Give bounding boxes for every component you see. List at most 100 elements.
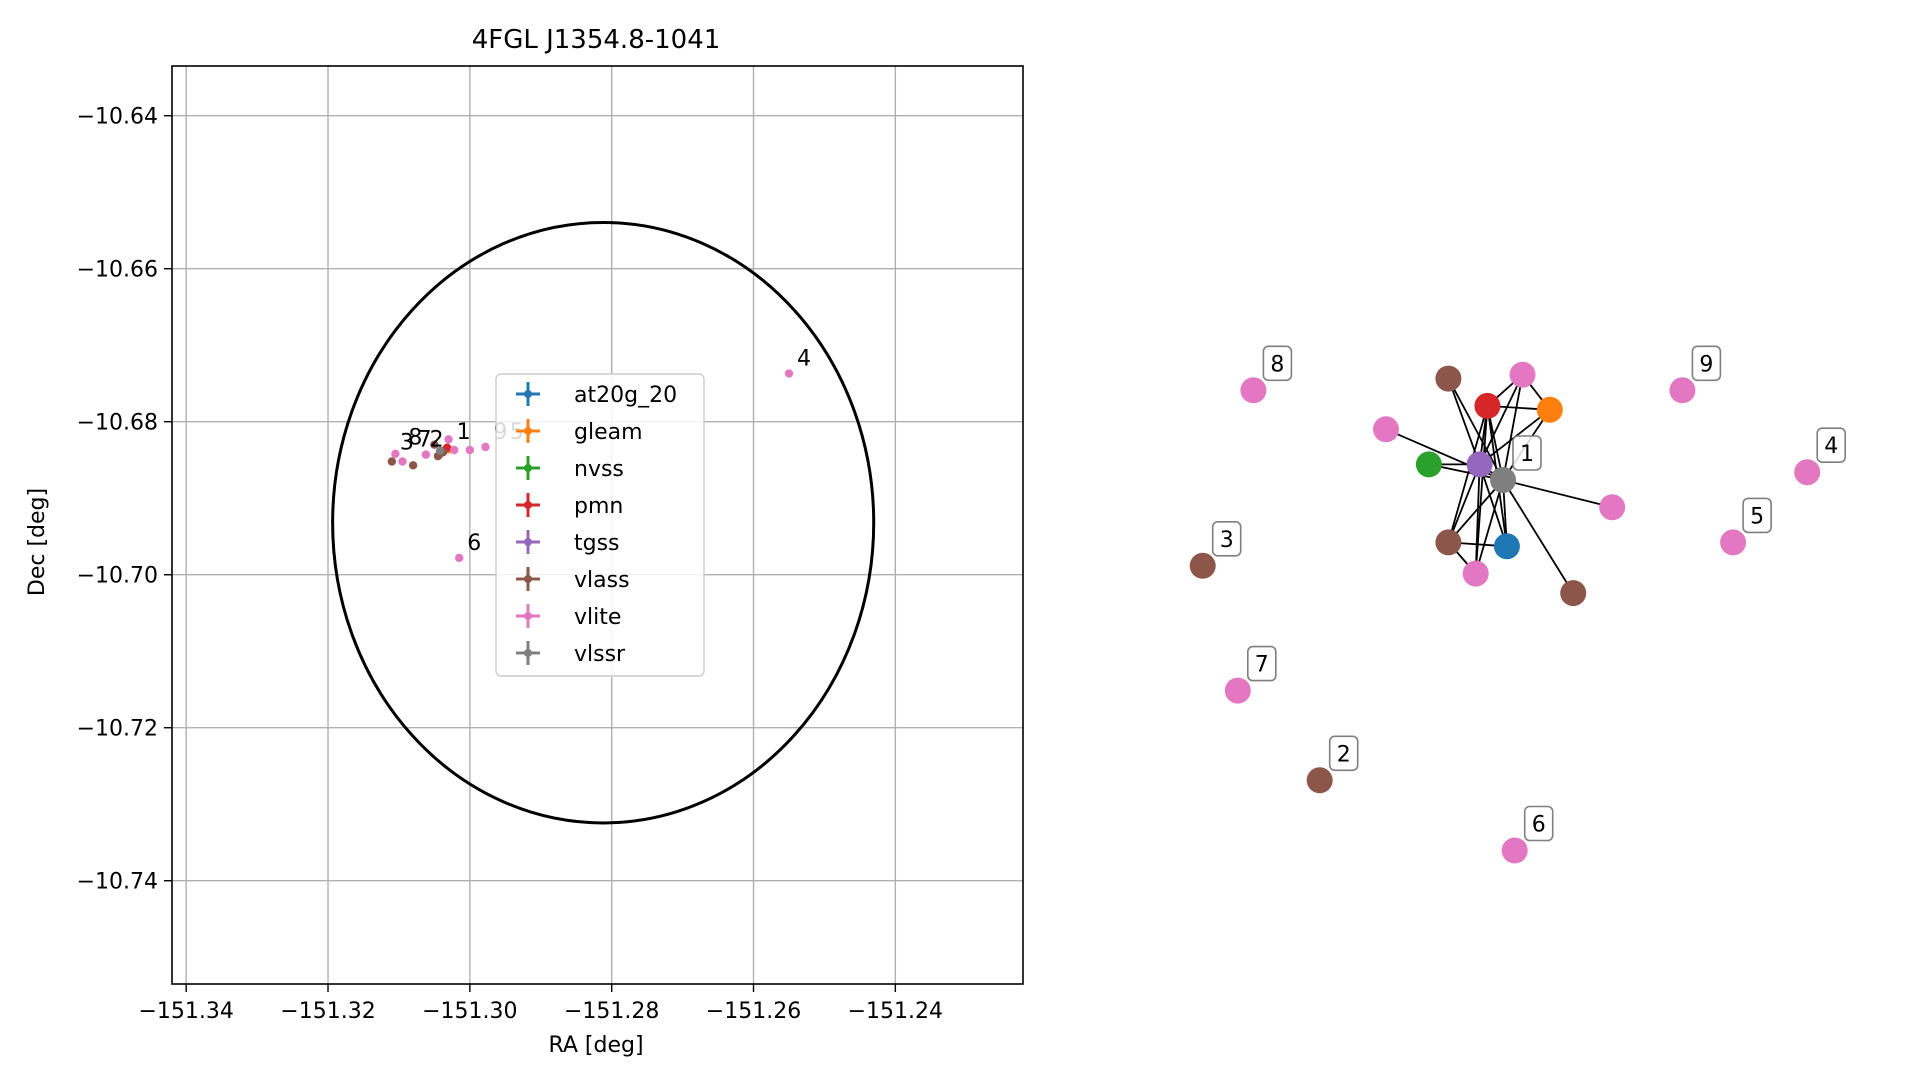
legend-entry-tgss: tgss <box>574 531 620 556</box>
point-vlite <box>398 457 407 466</box>
node-label: 1 <box>1520 442 1534 467</box>
legend-entry-gleam: gleam <box>574 420 643 445</box>
node-label: 6 <box>1532 813 1546 838</box>
node-label-box <box>1816 427 1846 464</box>
node-label-box <box>1328 735 1359 772</box>
network-edge <box>1474 479 1504 574</box>
network-node <box>1466 451 1493 478</box>
x-tick-label: −151.32 <box>280 999 375 1024</box>
legend-marker-pmn <box>524 501 532 509</box>
network-node <box>1794 459 1821 486</box>
legend-entry-vlass: vlass <box>574 568 630 593</box>
legend-marker-gleam <box>524 427 532 435</box>
network-node <box>1509 361 1536 388</box>
network-node <box>1720 529 1747 556</box>
network-edge <box>1502 374 1524 481</box>
node-label-box <box>1691 345 1722 382</box>
y-tick-label: −10.70 <box>77 564 158 589</box>
node-label: 8 <box>1270 352 1284 377</box>
network-node <box>1415 451 1442 478</box>
error-ellipse <box>331 220 876 825</box>
node-label-box <box>1742 497 1772 534</box>
network-edge <box>1478 374 1524 465</box>
network-node <box>1669 377 1696 404</box>
chart-title: 4FGL J1354.8-1041 <box>472 25 721 55</box>
network-nodes <box>1189 361 1821 864</box>
point-annotation: 3 <box>400 431 414 456</box>
node-label-box <box>1247 645 1277 682</box>
network-node <box>1189 552 1216 579</box>
point-annotation: 1 <box>457 420 471 445</box>
y-axis-label: Dec [deg] <box>25 488 50 596</box>
point-vlite <box>421 450 431 459</box>
network-edge <box>1474 405 1489 574</box>
legend-marker-vlite <box>524 612 532 620</box>
y-tick-label: −10.68 <box>77 411 158 436</box>
network-node <box>1435 529 1462 556</box>
node-label-box <box>1523 805 1554 842</box>
network-node <box>1501 837 1528 864</box>
network-node <box>1560 580 1587 607</box>
point-annotation: 7 <box>418 428 432 453</box>
network-node <box>1373 416 1399 443</box>
legend-entry-at20g-20: at20g_20 <box>574 383 677 408</box>
point-vlite <box>450 445 459 455</box>
x-tick-label: −151.28 <box>564 999 659 1024</box>
x-tick-label: −151.30 <box>422 999 517 1024</box>
legend-entry-vlite: vlite <box>574 605 621 630</box>
network-edge <box>1502 479 1574 594</box>
x-tick-label: −151.24 <box>848 999 943 1024</box>
point-annotation: 4 <box>797 347 811 372</box>
node-label: 5 <box>1750 504 1764 529</box>
x-tick-label: −151.26 <box>706 999 801 1024</box>
network-panel: 1 8 9 4 5 3 7 2 6 <box>1189 345 1846 864</box>
network-node <box>1536 396 1563 423</box>
x-axis-label: RA [deg] <box>548 1033 643 1058</box>
node-label: 3 <box>1220 528 1234 553</box>
point-annotation: 6 <box>467 531 481 556</box>
node-label-box <box>1512 435 1542 471</box>
legend-marker-vlass <box>524 575 532 583</box>
y-tick-label: −10.72 <box>77 717 158 742</box>
x-tick-label: −151.34 <box>138 999 233 1024</box>
node-label-box <box>1211 520 1242 557</box>
node-label: 7 <box>1255 653 1269 678</box>
legend-entry-nvss: nvss <box>574 457 624 482</box>
axes-frame <box>171 65 1024 985</box>
y-axis-ticks: −10.64 −10.66 −10.68 −10.70 −10.72 −10.74 <box>77 105 172 895</box>
network-node <box>1474 392 1501 419</box>
y-tick-label: −10.74 <box>77 870 158 895</box>
y-tick-label: −10.66 <box>77 258 158 283</box>
network-node <box>1493 533 1520 560</box>
point-vlass <box>408 461 418 470</box>
network-edge <box>1502 479 1613 509</box>
network-edge <box>1447 479 1504 543</box>
legend-marker-nvss <box>524 464 532 472</box>
node-label: 2 <box>1337 742 1351 767</box>
network-edge <box>1447 405 1489 543</box>
network-node <box>1224 677 1251 704</box>
point-vlite <box>465 445 475 455</box>
network-node <box>1240 377 1267 404</box>
scatter-points <box>387 369 794 563</box>
node-label: 4 <box>1824 434 1838 459</box>
network-edge <box>1478 464 1508 547</box>
legend-marker-tgss <box>524 538 532 546</box>
point-vlite <box>391 449 400 459</box>
network-node <box>1462 560 1489 587</box>
point-vlssr <box>435 446 445 455</box>
point-vlass <box>387 457 397 466</box>
scatter-panel: 469518372 −151.34−151.32−151.30−151.28−1… <box>25 25 1024 1058</box>
point-vlite <box>455 553 464 563</box>
point-vlite <box>481 442 490 452</box>
network-edge <box>1447 378 1504 481</box>
legend-marker-vlssr <box>524 649 532 657</box>
network-node <box>1490 467 1516 493</box>
network-node <box>1435 365 1462 392</box>
x-axis-ticks: −151.34 −151.32 −151.30 −151.28 −151.26 −151.… <box>138 984 943 1024</box>
point-vlass <box>430 440 439 449</box>
legend-marker-at20g-20 <box>524 390 532 398</box>
point-vlite <box>784 369 794 378</box>
